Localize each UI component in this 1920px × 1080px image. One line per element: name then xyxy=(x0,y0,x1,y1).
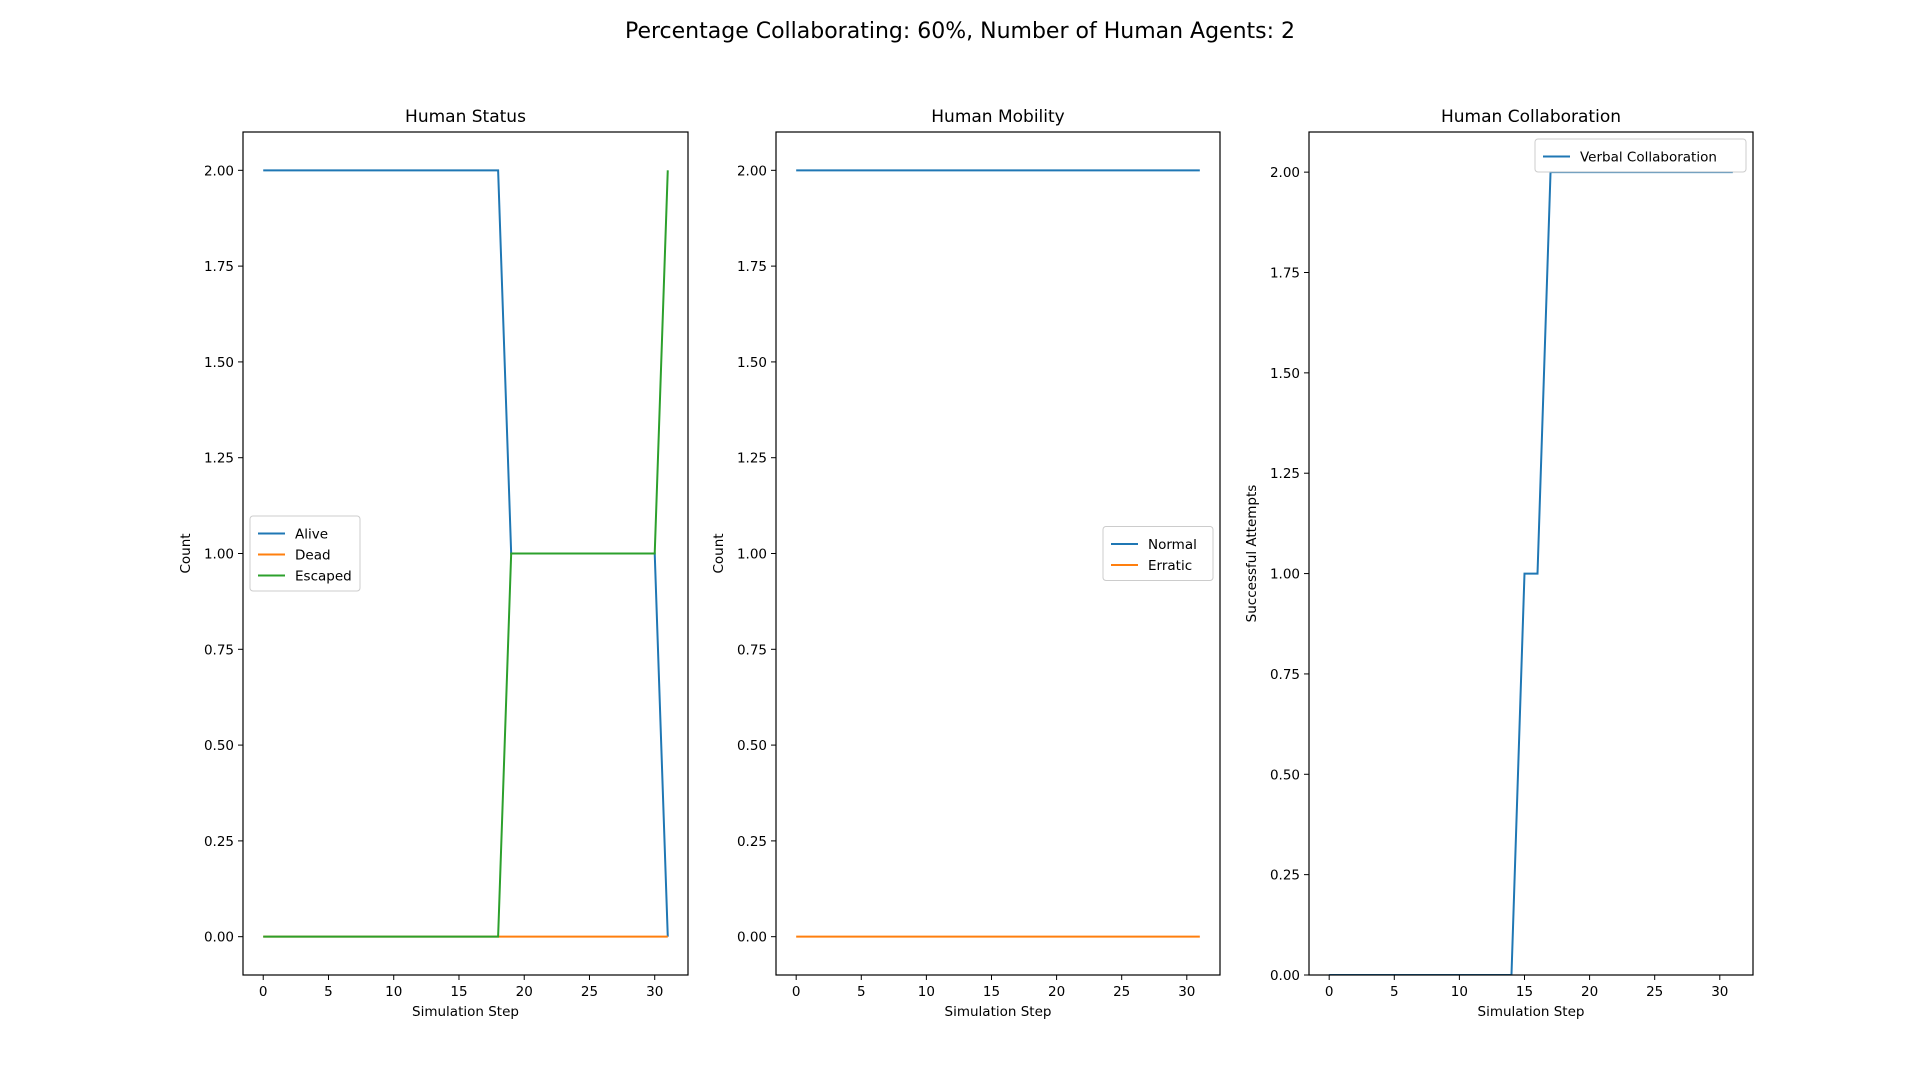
chart-3-ytick-label: 0.50 xyxy=(1270,767,1300,783)
chart-3-ytick-label: 0.25 xyxy=(1270,868,1300,884)
chart-1-axes-frame xyxy=(242,131,689,976)
chart-2-legend-box xyxy=(1102,526,1214,581)
chart-2-legend: Normal Erratic xyxy=(1102,526,1214,581)
chart-1-ytick-label: 2.00 xyxy=(204,163,234,179)
chart-2-ytick-label: 0.75 xyxy=(737,642,767,658)
chart-3-legend: Verbal Collaboration xyxy=(1534,138,1747,173)
figure-suptitle: Percentage Collaborating: 60%, Number of… xyxy=(625,19,1295,44)
chart-1-ytick-label: 0.00 xyxy=(204,930,234,946)
chart-2-ytick-label: 0.50 xyxy=(737,738,767,754)
chart-2-xlabel: Simulation Step xyxy=(945,1004,1052,1020)
chart-1-xtick-label: 30 xyxy=(646,984,663,1000)
chart-2-xtick-label: 5 xyxy=(857,984,866,1000)
chart-3-title: Human Collaboration xyxy=(1441,107,1621,127)
chart-1-xtick-label: 5 xyxy=(324,984,333,1000)
chart-3-xtick-label: 0 xyxy=(1325,984,1334,1000)
chart-1-ytick-label: 0.75 xyxy=(204,642,234,658)
chart-3-axes-frame xyxy=(1308,131,1754,976)
chart-1-xtick-label: 20 xyxy=(516,984,533,1000)
chart-2-legend-label-normal: Normal xyxy=(1148,537,1197,553)
chart-1-ytick-label: 1.75 xyxy=(204,259,234,275)
chart-3-xlabel: Simulation Step xyxy=(1478,1004,1585,1020)
chart-3-ytick-label: 2.00 xyxy=(1270,165,1300,181)
chart-3: Human Collaboration 0 5 10 15 20 25 30 0.00 0.25 0… xyxy=(1244,107,1754,1020)
chart-1-xtick-label: 15 xyxy=(450,984,467,1000)
chart-3-xtick-label: 10 xyxy=(1451,984,1468,1000)
chart-2-legend-label-erratic: Erratic xyxy=(1148,558,1192,574)
chart-1-legend: Alive Dead Escaped xyxy=(249,515,361,592)
chart-3-ytick-label: 0.00 xyxy=(1270,968,1300,984)
chart-2-xtick-label: 0 xyxy=(792,984,801,1000)
chart-3-xtick-label: 5 xyxy=(1390,984,1399,1000)
chart-1-legend-box xyxy=(249,515,361,592)
chart-1-ytick-label: 0.50 xyxy=(204,738,234,754)
chart-3-ylabel: Successful Attempts xyxy=(1244,485,1260,623)
chart-2-axes-frame xyxy=(775,131,1221,976)
chart-2-ytick-label: 0.00 xyxy=(737,930,767,946)
chart-3-legend-box xyxy=(1534,138,1747,173)
chart-2-ytick-label: 0.25 xyxy=(737,834,767,850)
chart-1-xtick-label: 0 xyxy=(259,984,268,1000)
chart-2-ytick-label: 2.00 xyxy=(737,163,767,179)
chart-3-ytick-label: 0.75 xyxy=(1270,667,1300,683)
chart-3-xtick-label: 15 xyxy=(1516,984,1533,1000)
chart-2-xtick-label: 30 xyxy=(1178,984,1195,1000)
chart-3-ytick-label: 1.25 xyxy=(1270,466,1300,482)
chart-3-ytick-label: 1.75 xyxy=(1270,266,1300,282)
chart-3-legend-label-verbal-collaboration: Verbal Collaboration xyxy=(1580,150,1717,166)
chart-3-xtick-label: 20 xyxy=(1581,984,1598,1000)
chart-1-ytick-label: 1.00 xyxy=(204,547,234,563)
chart-2-xtick-label: 20 xyxy=(1048,984,1065,1000)
chart-3-ytick-label: 1.00 xyxy=(1270,567,1300,583)
chart-2-xtick-label: 25 xyxy=(1113,984,1130,1000)
chart-1-legend-label-alive: Alive xyxy=(295,527,328,543)
chart-1-legend-label-escaped: Escaped xyxy=(295,569,352,585)
chart-3-xtick-label: 30 xyxy=(1711,984,1728,1000)
chart-1-ytick-label: 0.25 xyxy=(204,834,234,850)
chart-2-ytick-label: 1.25 xyxy=(737,451,767,467)
chart-1-ytick-label: 1.25 xyxy=(204,451,234,467)
chart-1-ytick-label: 1.50 xyxy=(204,355,234,371)
chart-1-series-escaped-line xyxy=(263,170,669,938)
chart-1-xtick-label: 10 xyxy=(385,984,402,1000)
chart-3-series-verbal-collaboration-line xyxy=(1329,171,1733,975)
chart-2-ytick-label: 1.75 xyxy=(737,259,767,275)
chart-2-ytick-label: 1.00 xyxy=(737,547,767,563)
chart-3-ytick-label: 1.50 xyxy=(1270,366,1300,382)
chart-1-title: Human Status xyxy=(405,107,526,127)
chart-1-xlabel: Simulation Step xyxy=(412,1004,519,1020)
chart-1-legend-label-dead: Dead xyxy=(295,548,331,564)
chart-2-ylabel: Count xyxy=(711,533,727,573)
chart-2-ytick-label: 1.50 xyxy=(737,355,767,371)
chart-1: Human Status 0 5 10 15 20 25 30 0.00 0.25 0.50 0.75… xyxy=(178,107,689,1020)
chart-2-xtick-label: 15 xyxy=(983,984,1000,1000)
chart-2-xtick-label: 10 xyxy=(918,984,935,1000)
chart-2-title: Human Mobility xyxy=(931,107,1064,127)
chart-3-xtick-label: 25 xyxy=(1646,984,1663,1000)
chart-2: Human Mobility 0 5 10 15 20 25 30 0.00 0.25 0.50 0.… xyxy=(711,107,1221,1020)
chart-1-xtick-label: 25 xyxy=(581,984,598,1000)
chart-1-ylabel: Count xyxy=(178,533,194,573)
